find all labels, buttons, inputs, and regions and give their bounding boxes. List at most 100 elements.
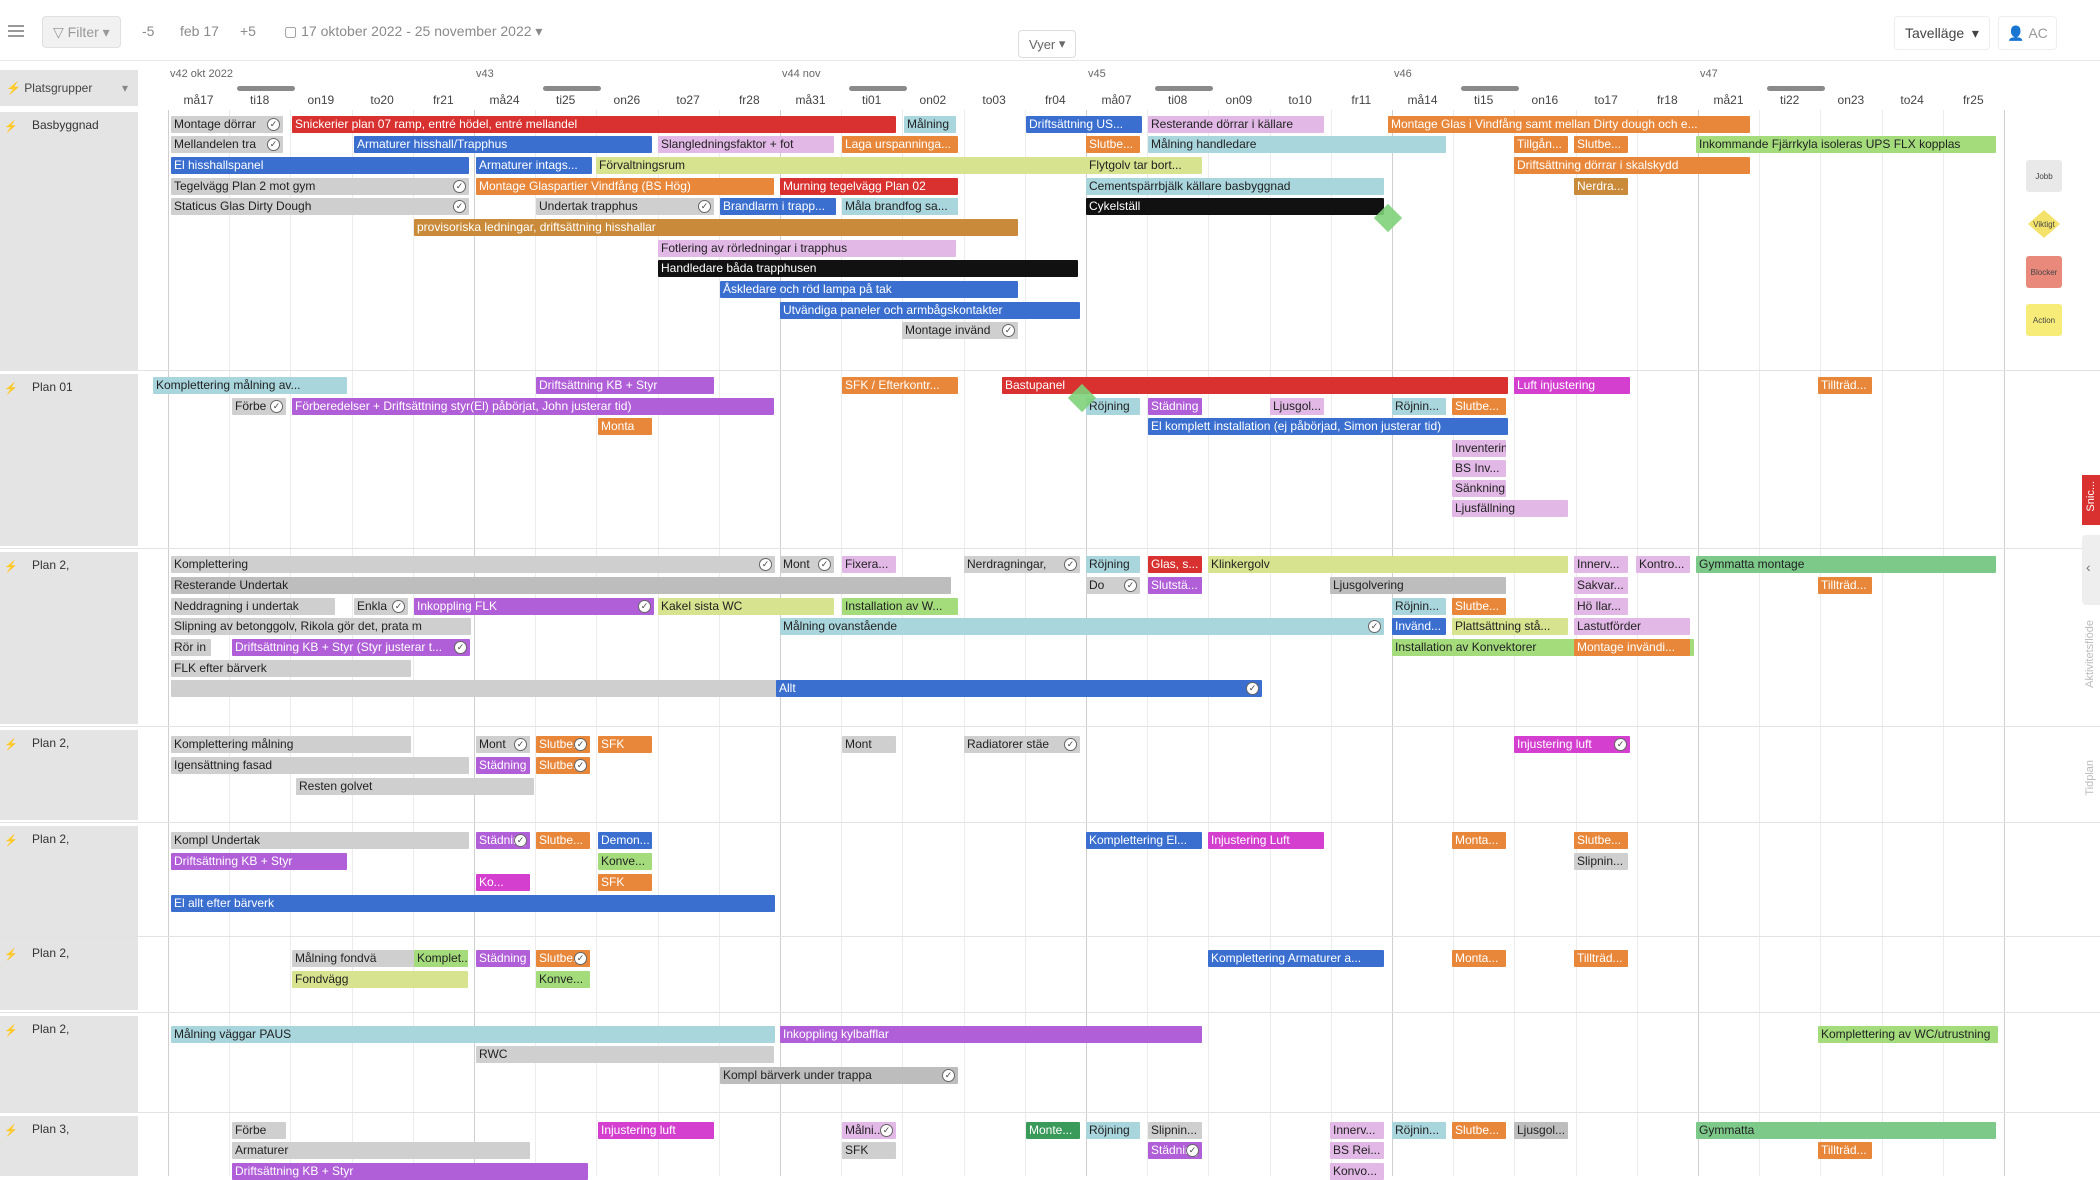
- task-bar[interactable]: Städning: [1148, 398, 1202, 415]
- location-group[interactable]: ⚡ Basbyggnad: [0, 112, 138, 370]
- next-button[interactable]: +5: [240, 23, 256, 39]
- user-menu[interactable]: 👤 AC: [1998, 16, 2057, 50]
- side-tab-schedule[interactable]: Tidplan: [2084, 760, 2096, 796]
- task-bar[interactable]: Slutbe... ✓: [536, 950, 590, 967]
- task-bar[interactable]: Resten golvet: [296, 778, 534, 795]
- task-bar[interactable]: Slutbe...: [1452, 598, 1506, 615]
- task-bar[interactable]: Nerdragningar, ✓: [964, 556, 1080, 573]
- task-bar[interactable]: Demon...: [598, 832, 652, 849]
- task-bar[interactable]: Förvaltningsrum: [596, 157, 1126, 174]
- task-bar[interactable]: Komplettering målning av...: [153, 377, 347, 394]
- task-bar[interactable]: Tillträd...: [1574, 950, 1628, 967]
- task-bar[interactable]: Injustering Luft: [1208, 832, 1324, 849]
- task-bar[interactable]: Monta...: [1452, 950, 1506, 967]
- task-bar[interactable]: Injustering luft: [598, 1122, 714, 1139]
- task-bar[interactable]: Igensättning fasad: [171, 757, 469, 774]
- task-bar[interactable]: Fotlering av rörledningar i trapphus: [658, 240, 956, 257]
- task-bar[interactable]: Komplettering Armaturer a...: [1208, 950, 1384, 967]
- task-bar[interactable]: Röjnin...: [1392, 1122, 1446, 1139]
- date-range-picker[interactable]: ▢ 17 oktober 2022 - 25 november 2022 ▾: [284, 16, 542, 46]
- task-bar[interactable]: Montage invändi...: [1574, 639, 1690, 656]
- menu-icon[interactable]: [8, 16, 26, 46]
- task-bar[interactable]: El hisshallspanel: [171, 157, 469, 174]
- task-bar[interactable]: Måla brandfog sa...: [842, 198, 958, 215]
- task-bar[interactable]: Komplettering av WC/utrustning: [1818, 1026, 1998, 1043]
- task-bar[interactable]: El komplett installation (ej påbörjad, S…: [1148, 418, 1508, 435]
- legend-item[interactable]: Viktigt: [2026, 208, 2062, 240]
- task-bar[interactable]: Röjnin...: [1392, 598, 1446, 615]
- task-bar[interactable]: Förbe ✓: [232, 398, 286, 415]
- task-bar[interactable]: Mont: [842, 736, 896, 753]
- date-button[interactable]: feb 17: [180, 23, 219, 39]
- task-bar[interactable]: Injustering luft ✓: [1514, 736, 1630, 753]
- check-circle-icon[interactable]: ✓: [1246, 682, 1259, 695]
- task-bar[interactable]: Målning: [904, 116, 956, 133]
- task-bar[interactable]: Flytgolv tar bort...: [1086, 157, 1202, 174]
- task-bar[interactable]: Slangledningsfaktor + fot: [658, 136, 834, 153]
- views-dropdown[interactable]: Vyer ▾: [1018, 30, 1077, 58]
- task-bar[interactable]: Komplet...: [414, 950, 468, 967]
- task-bar[interactable]: Driftsättning US...: [1026, 116, 1142, 133]
- check-circle-icon[interactable]: ✓: [574, 759, 587, 772]
- check-circle-icon[interactable]: ✓: [759, 558, 772, 571]
- check-circle-icon[interactable]: ✓: [1186, 1144, 1199, 1157]
- check-circle-icon[interactable]: ✓: [514, 834, 527, 847]
- check-circle-icon[interactable]: ✓: [270, 400, 283, 413]
- task-bar[interactable]: Slipnin...: [1574, 853, 1628, 870]
- task-bar[interactable]: FLK efter bärverk: [171, 660, 411, 677]
- task-bar[interactable]: Invänd...: [1392, 618, 1446, 635]
- task-bar[interactable]: Armaturer hisshall/Trapphus: [354, 136, 652, 153]
- task-bar[interactable]: Installation av W...: [842, 598, 958, 615]
- task-bar[interactable]: Inkoppling kylbafflar: [780, 1026, 1202, 1043]
- task-bar[interactable]: Inkoppling FLK ✓: [414, 598, 654, 615]
- task-bar[interactable]: Enkla ✓: [354, 598, 408, 615]
- task-bar[interactable]: Slutbe...: [1452, 398, 1506, 415]
- task-bar[interactable]: Handledare båda trapphusen: [658, 260, 1078, 277]
- task-bar[interactable]: Lastutförder: [1574, 618, 1690, 635]
- task-bar[interactable]: Armaturer intags...: [476, 157, 592, 174]
- task-bar[interactable]: Städning ✓: [476, 832, 530, 849]
- task-bar[interactable]: Tillträd...: [1818, 577, 1872, 594]
- task-bar[interactable]: Förbe: [232, 1122, 286, 1139]
- side-tab-snickerier[interactable]: Snic...: [2082, 475, 2100, 525]
- check-circle-icon[interactable]: ✓: [818, 558, 831, 571]
- task-bar[interactable]: Ko...: [476, 874, 530, 891]
- legend-item[interactable]: Action: [2026, 304, 2062, 336]
- check-circle-icon[interactable]: ✓: [574, 738, 587, 751]
- task-bar[interactable]: Förberedelser + Driftsättning styr(El) p…: [292, 398, 774, 415]
- task-bar[interactable]: BS Inv...: [1452, 460, 1506, 477]
- task-bar[interactable]: RWC: [476, 1046, 774, 1063]
- location-group[interactable]: ⚡ Plan 2,: [0, 552, 138, 724]
- task-bar[interactable]: Plattsättning stå...: [1452, 618, 1568, 635]
- task-bar[interactable]: Röjnin...: [1392, 398, 1446, 415]
- check-circle-icon[interactable]: ✓: [1064, 558, 1077, 571]
- task-bar[interactable]: Do ✓: [1086, 577, 1140, 594]
- check-circle-icon[interactable]: ✓: [1124, 579, 1137, 592]
- task-bar[interactable]: BS Rei...: [1330, 1142, 1384, 1159]
- task-bar[interactable]: Brandlarm i trapp...: [720, 198, 836, 215]
- task-bar[interactable]: Konvo...: [1330, 1163, 1384, 1180]
- task-bar[interactable]: Radiatorer stäe ✓: [964, 736, 1080, 753]
- task-bar[interactable]: Slutbe...: [1574, 136, 1628, 153]
- task-bar[interactable]: Sakvar...: [1574, 577, 1628, 594]
- task-bar[interactable]: Komplettering målning: [171, 736, 411, 753]
- collapse-panel-button[interactable]: ‹: [2082, 535, 2100, 605]
- task-bar[interactable]: Mellandelen tra ✓: [171, 136, 283, 153]
- task-bar[interactable]: SFK / Efterkontr...: [842, 377, 958, 394]
- location-group[interactable]: ⚡ Plan 2,: [0, 826, 138, 940]
- task-bar[interactable]: Cykelställ: [1086, 198, 1384, 215]
- check-circle-icon[interactable]: ✓: [1368, 620, 1381, 633]
- legend-item[interactable]: Jobb: [2026, 160, 2062, 192]
- task-bar[interactable]: Målning ovanstående ✓: [780, 618, 1384, 635]
- check-circle-icon[interactable]: ✓: [267, 138, 280, 151]
- task-bar[interactable]: Monta: [598, 418, 652, 435]
- task-bar[interactable]: Hö llar...: [1574, 598, 1628, 615]
- check-circle-icon[interactable]: ✓: [267, 118, 280, 131]
- check-circle-icon[interactable]: ✓: [1002, 324, 1015, 337]
- task-bar[interactable]: Tillträd...: [1818, 1142, 1872, 1159]
- task-bar[interactable]: Kakel sista WC: [658, 598, 834, 615]
- check-circle-icon[interactable]: ✓: [574, 952, 587, 965]
- task-bar[interactable]: Driftsättning dörrar i skalskydd: [1514, 157, 1750, 174]
- task-bar[interactable]: El allt efter bärverk: [171, 895, 775, 912]
- task-bar[interactable]: Ljusgol...: [1270, 398, 1324, 415]
